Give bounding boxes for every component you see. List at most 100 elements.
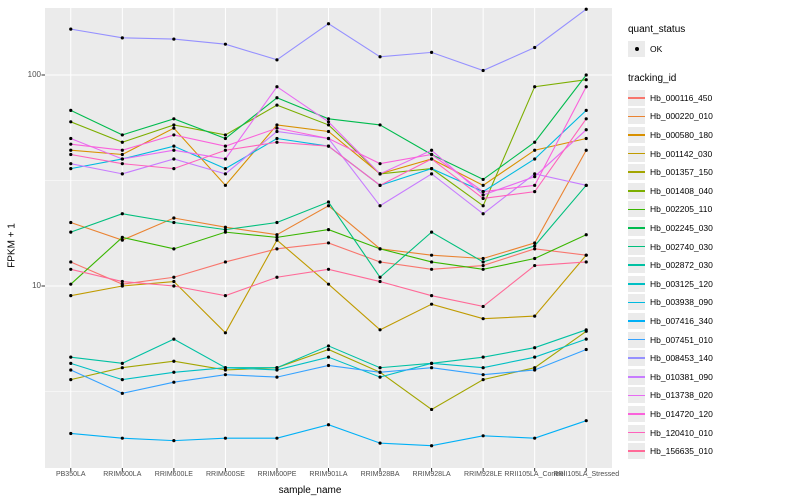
data-point: [481, 260, 485, 264]
legend-item-tracking: Hb_002205_110: [628, 200, 798, 219]
data-point: [584, 337, 588, 341]
legend-key-line-icon: [628, 443, 645, 460]
x-tick-label: RRIM600SE: [205, 471, 245, 478]
data-point: [326, 363, 331, 368]
y-tick-label: 100: [27, 70, 41, 79]
data-point: [120, 157, 124, 161]
data-point: [69, 282, 73, 286]
data-point: [378, 366, 382, 370]
legend-key-line-icon: [628, 127, 645, 144]
data-point: [223, 294, 228, 298]
legend-key-line-icon: [628, 275, 645, 292]
data-point: [533, 247, 537, 251]
data-point: [533, 241, 537, 245]
legend-item-tracking: Hb_120410_010: [628, 423, 798, 442]
data-point: [533, 256, 537, 261]
data-point: [378, 55, 382, 59]
data-point: [584, 73, 588, 77]
data-point: [120, 284, 124, 288]
data-point: [584, 78, 588, 82]
data-point: [69, 148, 73, 152]
data-point: [120, 279, 124, 284]
data-point: [275, 375, 279, 379]
data-point: [378, 275, 382, 279]
data-point: [223, 366, 228, 370]
data-point: [429, 230, 434, 234]
data-point: [223, 144, 228, 148]
data-point: [223, 260, 228, 264]
data-point: [429, 253, 434, 257]
data-point: [533, 368, 537, 372]
data-point: [326, 22, 331, 26]
data-point: [275, 96, 279, 100]
data-point: [533, 174, 537, 179]
data-point: [69, 136, 73, 141]
data-point: [275, 129, 279, 134]
data-point: [429, 167, 434, 171]
data-point: [275, 235, 279, 239]
data-point: [378, 279, 382, 284]
data-point: [326, 123, 331, 127]
data-point: [69, 368, 73, 372]
data-point: [584, 7, 588, 11]
data-point: [533, 355, 537, 359]
data-point: [533, 157, 537, 161]
data-point: [275, 275, 279, 279]
legend-item-tracking: Hb_002245_030: [628, 219, 798, 238]
legend-key-line-icon: [628, 220, 645, 237]
data-point: [326, 228, 331, 232]
plot-panel: [41, 7, 612, 472]
legend: quant_status OK tracking_id Hb_000116_45…: [628, 20, 798, 460]
data-point: [584, 117, 588, 121]
data-point: [533, 436, 537, 440]
legend-item-tracking: Hb_001408_040: [628, 182, 798, 201]
data-point: [69, 267, 73, 271]
x-tick-label: RRII105LA_Control: [504, 471, 566, 478]
data-point: [533, 183, 537, 187]
legend-label-tracking: Hb_001357_150: [650, 167, 713, 178]
legend-key-line-icon: [628, 108, 645, 125]
data-point: [120, 148, 124, 152]
data-point: [223, 230, 228, 234]
legend-label-tracking: Hb_002245_030: [650, 223, 713, 234]
data-point: [172, 439, 176, 443]
data-point: [429, 260, 434, 264]
data-point: [481, 304, 485, 309]
data-point: [429, 152, 434, 157]
data-point: [172, 167, 176, 171]
legend-key-line-icon: [628, 424, 645, 441]
data-point: [481, 193, 485, 197]
legend-label-tracking: Hb_000116_450: [650, 92, 713, 103]
legend-label-tracking: Hb_007451_010: [650, 334, 713, 345]
data-point: [326, 117, 331, 121]
data-point: [223, 373, 228, 377]
data-point: [223, 183, 228, 187]
data-point: [326, 267, 331, 271]
data-point: [120, 152, 124, 157]
legend-key-line-icon: [628, 164, 645, 181]
data-point: [275, 85, 279, 89]
data-point: [69, 361, 73, 365]
legend-item-tracking: Hb_014720_120: [628, 405, 798, 424]
data-point: [584, 328, 588, 332]
data-point: [584, 128, 588, 132]
data-point: [223, 136, 228, 141]
data-point: [275, 368, 279, 372]
data-point: [378, 172, 382, 176]
legend-label-tracking: Hb_007416_340: [650, 316, 713, 327]
legend-title-tracking-id: tracking_id: [628, 72, 677, 84]
data-point: [533, 314, 537, 318]
data-point: [481, 355, 485, 359]
x-tick-label: RRIM600LA: [103, 471, 142, 478]
data-point: [533, 263, 537, 268]
data-point: [429, 361, 434, 365]
data-point: [378, 441, 382, 445]
data-point: [69, 378, 73, 382]
legend-label-tracking: Hb_003938_090: [650, 297, 713, 308]
x-tick-label: PB350LA: [55, 471, 86, 478]
legend-item-tracking: Hb_010381_090: [628, 368, 798, 387]
legend-key-line-icon: [628, 368, 645, 385]
legend-key-line-icon: [628, 350, 645, 367]
data-point: [481, 267, 485, 271]
legend-item-tracking: Hb_001142_030: [628, 144, 798, 163]
